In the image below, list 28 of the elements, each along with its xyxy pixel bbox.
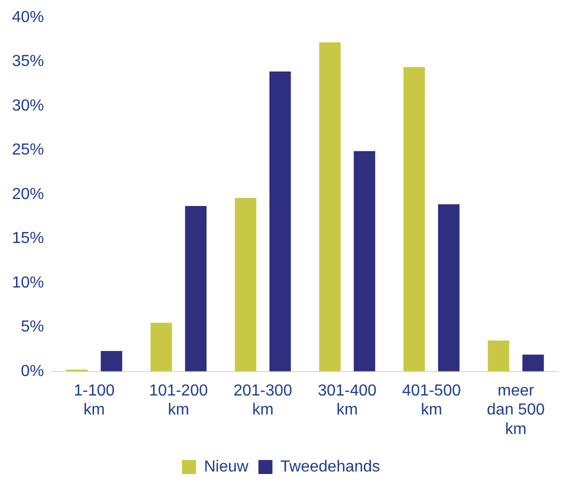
bar: [150, 322, 172, 372]
bar: [234, 198, 256, 372]
bar: [522, 354, 544, 372]
y-tick-label: 35%: [12, 53, 44, 70]
bar: [404, 67, 425, 372]
bar: [269, 72, 291, 372]
x-tick-label: 201-300 km: [233, 382, 292, 419]
bar: [488, 340, 510, 372]
bar: [185, 206, 207, 372]
legend-label: Tweedehands: [280, 458, 380, 476]
x-tick-label: 1-100 km: [74, 382, 115, 419]
bar: [100, 351, 122, 372]
y-tick-label: 0%: [20, 362, 44, 380]
bar: [319, 42, 341, 372]
y-tick-label: 20%: [12, 186, 44, 203]
legend-label: Nieuw: [204, 458, 249, 476]
y-tick-label: 30%: [12, 97, 44, 114]
x-tick-label: meer dan 500 km: [486, 382, 545, 438]
y-tick-label: 10%: [12, 274, 44, 292]
y-tick-label: 5%: [20, 318, 44, 336]
y-tick-label: 15%: [12, 230, 44, 248]
y-tick-label: 40%: [12, 9, 44, 26]
x-tick-label: 101-200 km: [149, 382, 208, 419]
y-tick-label: 25%: [12, 142, 44, 159]
bar: [354, 151, 376, 372]
x-tick-label: 401-500 km: [402, 382, 461, 419]
bar: [438, 204, 460, 372]
x-tick-label: 301-400 km: [318, 382, 377, 419]
